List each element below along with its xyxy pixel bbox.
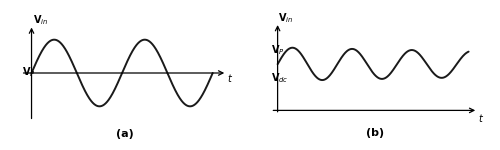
Text: V$_{dc}$: V$_{dc}$ <box>272 72 289 85</box>
Text: V$_P$: V$_P$ <box>22 65 36 79</box>
Text: V$_{in}$: V$_{in}$ <box>32 13 48 27</box>
Text: V$_P$: V$_P$ <box>272 43 285 57</box>
Text: (b): (b) <box>366 128 384 138</box>
Text: V$_{in}$: V$_{in}$ <box>278 11 293 25</box>
Text: (a): (a) <box>116 129 134 139</box>
Text: t: t <box>478 114 482 124</box>
Text: t: t <box>228 74 232 84</box>
